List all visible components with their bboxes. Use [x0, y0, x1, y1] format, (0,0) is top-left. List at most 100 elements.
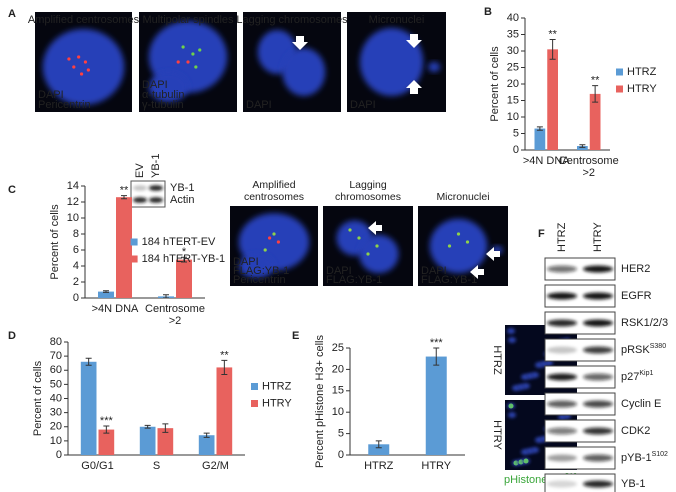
bar — [216, 367, 233, 455]
nucleus — [428, 62, 441, 72]
nucleus — [429, 218, 488, 274]
y-tick-label: 20 — [332, 363, 344, 375]
y-tick-label: 20 — [507, 78, 519, 90]
foci — [83, 60, 88, 64]
significance-label: ** — [591, 75, 600, 87]
stain-label: DAPI — [38, 89, 64, 101]
error-bar — [121, 195, 127, 200]
foci — [268, 236, 272, 240]
x-tick-label: S — [152, 460, 161, 472]
legend-label: HTRY — [627, 83, 657, 95]
stain-label: α-tubulin — [142, 89, 184, 101]
bar — [547, 49, 558, 150]
band — [547, 480, 577, 488]
x-tick-label: G0/G1 — [81, 460, 114, 472]
nucleus — [531, 447, 539, 453]
blot — [130, 180, 166, 208]
stain-label: Pericentrin — [233, 274, 286, 286]
band — [133, 197, 147, 203]
y-tick-label: 6 — [73, 244, 79, 256]
x-tick-label: HTRZ — [364, 460, 394, 472]
y-tick-label: 60 — [50, 364, 62, 376]
panel-label: D — [8, 330, 16, 342]
band — [547, 292, 577, 300]
blot-row-label-main: pRSK — [621, 344, 650, 356]
error-bar — [549, 38, 556, 60]
blot-row-label: YB-1 — [170, 182, 194, 194]
nucleus — [282, 48, 326, 96]
blot — [544, 284, 616, 308]
error-bar — [103, 290, 109, 293]
stain-label: FLAG:YB-1 — [326, 274, 382, 286]
blot — [544, 365, 616, 389]
band — [583, 265, 613, 273]
band — [583, 346, 613, 354]
legend-label: HTRZ — [262, 380, 292, 392]
blot-row-label-main: RSK1/2/3 — [621, 317, 668, 329]
blot-column-label: HTRY — [592, 222, 604, 252]
y-tick-label: 5 — [338, 428, 344, 440]
foci — [194, 65, 198, 69]
foci — [272, 232, 276, 236]
error-bar — [433, 347, 440, 366]
bar — [198, 435, 215, 455]
nucleus — [508, 337, 516, 343]
blot-row-label-main: YB-1 — [621, 478, 645, 490]
y-tick-label: 15 — [507, 94, 519, 106]
blot-row-label: pRSKS380 — [621, 343, 666, 356]
legend-swatch — [616, 68, 623, 76]
foci — [191, 52, 195, 56]
arrow — [470, 265, 484, 279]
bar — [80, 361, 97, 455]
x-tick-label: >4N DNA — [522, 155, 570, 167]
blot-row-label: YB-1 — [621, 478, 645, 490]
blot-row-label: HER2 — [621, 263, 650, 275]
y-axis-label: Percent pHistone H3+ cells — [314, 335, 326, 468]
band — [547, 454, 577, 462]
error-bar — [203, 432, 210, 438]
foci — [263, 248, 267, 252]
image-title: Micronuclei — [369, 14, 425, 26]
y-tick-label: 8 — [73, 228, 79, 240]
y-tick-label: 0 — [513, 144, 519, 156]
error-bar — [144, 424, 151, 429]
y-tick-label: 5 — [513, 127, 519, 139]
legend-swatch — [130, 238, 138, 246]
nucleus — [531, 372, 539, 378]
band — [547, 427, 577, 435]
foci — [456, 232, 461, 236]
stain-label: DAPI — [421, 265, 447, 277]
blot-row-label: RSK1/2/3 — [621, 317, 668, 329]
image-title: Micronuclei — [436, 191, 490, 203]
y-tick-label: 10 — [332, 406, 344, 418]
band — [149, 197, 163, 203]
image-title: Amplified centrosomes — [243, 179, 305, 203]
significance-label: ** — [120, 185, 129, 197]
stain-label: γ-tubulin — [142, 99, 184, 111]
blot — [544, 257, 616, 281]
x-tick-label: Centrosome >2 — [558, 155, 619, 179]
blot-column-label: EV — [134, 163, 146, 178]
stain-label: DAPI — [326, 265, 352, 277]
image-title: Multipolar spindles — [142, 14, 234, 26]
error-bar — [162, 423, 169, 433]
y-axis-label: Percent of cells — [49, 204, 61, 280]
foci — [67, 57, 71, 61]
band — [583, 400, 613, 408]
blot-row-label: Actin — [170, 194, 194, 206]
bar — [139, 426, 156, 455]
y-tick-label: 10 — [67, 212, 79, 224]
nucleus — [148, 72, 188, 102]
error-bar — [536, 126, 543, 131]
nucleus — [359, 28, 424, 96]
blot — [544, 473, 616, 492]
error-bar — [181, 256, 187, 263]
legend-label: 184 hTERT-YB-1 — [142, 253, 226, 265]
panel-label: E — [292, 330, 299, 342]
foci — [186, 60, 190, 64]
significance-label: * — [182, 246, 187, 258]
band — [583, 454, 613, 462]
y-tick-label: 25 — [332, 342, 344, 354]
blot-row-label-main: HER2 — [621, 263, 650, 275]
